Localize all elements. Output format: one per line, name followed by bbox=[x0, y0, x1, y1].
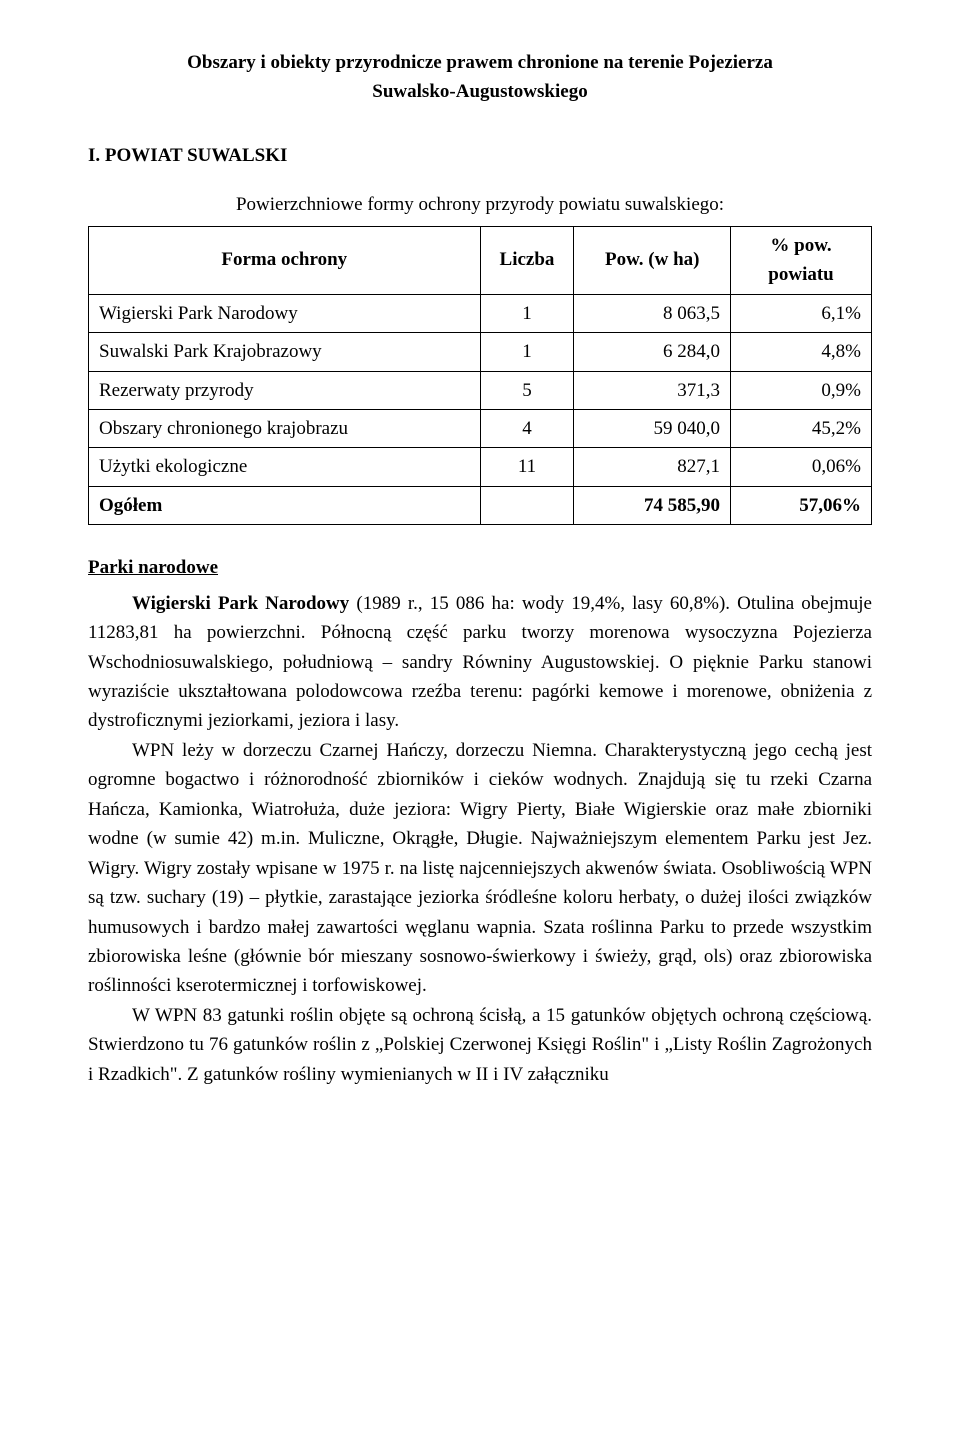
cell-count: 1 bbox=[480, 333, 574, 371]
cell-count bbox=[480, 486, 574, 524]
cell-area: 827,1 bbox=[574, 448, 731, 486]
cell-pct: 45,2% bbox=[731, 409, 872, 447]
cell-pct: 0,9% bbox=[731, 371, 872, 409]
table-row: Użytki ekologiczne 11 827,1 0,06% bbox=[89, 448, 872, 486]
table-caption: Powierzchniowe formy ochrony przyrody po… bbox=[88, 190, 872, 219]
title-line-2: Suwalsko-Augustowskiego bbox=[372, 81, 587, 102]
cell-area: 6 284,0 bbox=[574, 333, 731, 371]
cell-area: 74 585,90 bbox=[574, 486, 731, 524]
cell-area: 8 063,5 bbox=[574, 294, 731, 332]
cell-label: Suwalski Park Krajobrazowy bbox=[89, 333, 481, 371]
table-row: Wigierski Park Narodowy 1 8 063,5 6,1% bbox=[89, 294, 872, 332]
cell-label: Wigierski Park Narodowy bbox=[89, 294, 481, 332]
table-row: Suwalski Park Krajobrazowy 1 6 284,0 4,8… bbox=[89, 333, 872, 371]
cell-pct: 0,06% bbox=[731, 448, 872, 486]
cell-label: Obszary chronionego krajobrazu bbox=[89, 409, 481, 447]
col-forma: Forma ochrony bbox=[89, 226, 481, 294]
cell-label: Rezerwaty przyrody bbox=[89, 371, 481, 409]
doc-title: Obszary i obiekty przyrodnicze prawem ch… bbox=[88, 48, 872, 107]
paragraph-2: WPN leży w dorzeczu Czarnej Hańczy, dorz… bbox=[88, 736, 872, 1001]
protection-forms-table: Forma ochrony Liczba Pow. (w ha) % pow. … bbox=[88, 226, 872, 526]
col-liczba: Liczba bbox=[480, 226, 574, 294]
cell-count: 1 bbox=[480, 294, 574, 332]
cell-count: 5 bbox=[480, 371, 574, 409]
cell-pct: 4,8% bbox=[731, 333, 872, 371]
subheading-parki: Parki narodowe bbox=[88, 553, 872, 582]
table-row: Obszary chronionego krajobrazu 4 59 040,… bbox=[89, 409, 872, 447]
cell-count: 11 bbox=[480, 448, 574, 486]
title-line-1: Obszary i obiekty przyrodnicze prawem ch… bbox=[187, 52, 773, 73]
col-pct: % pow. powiatu bbox=[731, 226, 872, 294]
table-total-row: Ogółem 74 585,90 57,06% bbox=[89, 486, 872, 524]
section-heading: I. POWIAT SUWALSKI bbox=[88, 141, 872, 170]
paragraph-3: W WPN 83 gatunki roślin objęte są ochron… bbox=[88, 1001, 872, 1089]
cell-count: 4 bbox=[480, 409, 574, 447]
para1-lead: Wigierski Park Narodowy bbox=[132, 593, 349, 614]
table-row: Rezerwaty przyrody 5 371,3 0,9% bbox=[89, 371, 872, 409]
cell-pct: 6,1% bbox=[731, 294, 872, 332]
paragraph-1: Wigierski Park Narodowy (1989 r., 15 086… bbox=[88, 589, 872, 736]
col-pow: Pow. (w ha) bbox=[574, 226, 731, 294]
table-header-row: Forma ochrony Liczba Pow. (w ha) % pow. … bbox=[89, 226, 872, 294]
cell-area: 59 040,0 bbox=[574, 409, 731, 447]
cell-label: Ogółem bbox=[89, 486, 481, 524]
cell-pct: 57,06% bbox=[731, 486, 872, 524]
cell-label: Użytki ekologiczne bbox=[89, 448, 481, 486]
cell-area: 371,3 bbox=[574, 371, 731, 409]
